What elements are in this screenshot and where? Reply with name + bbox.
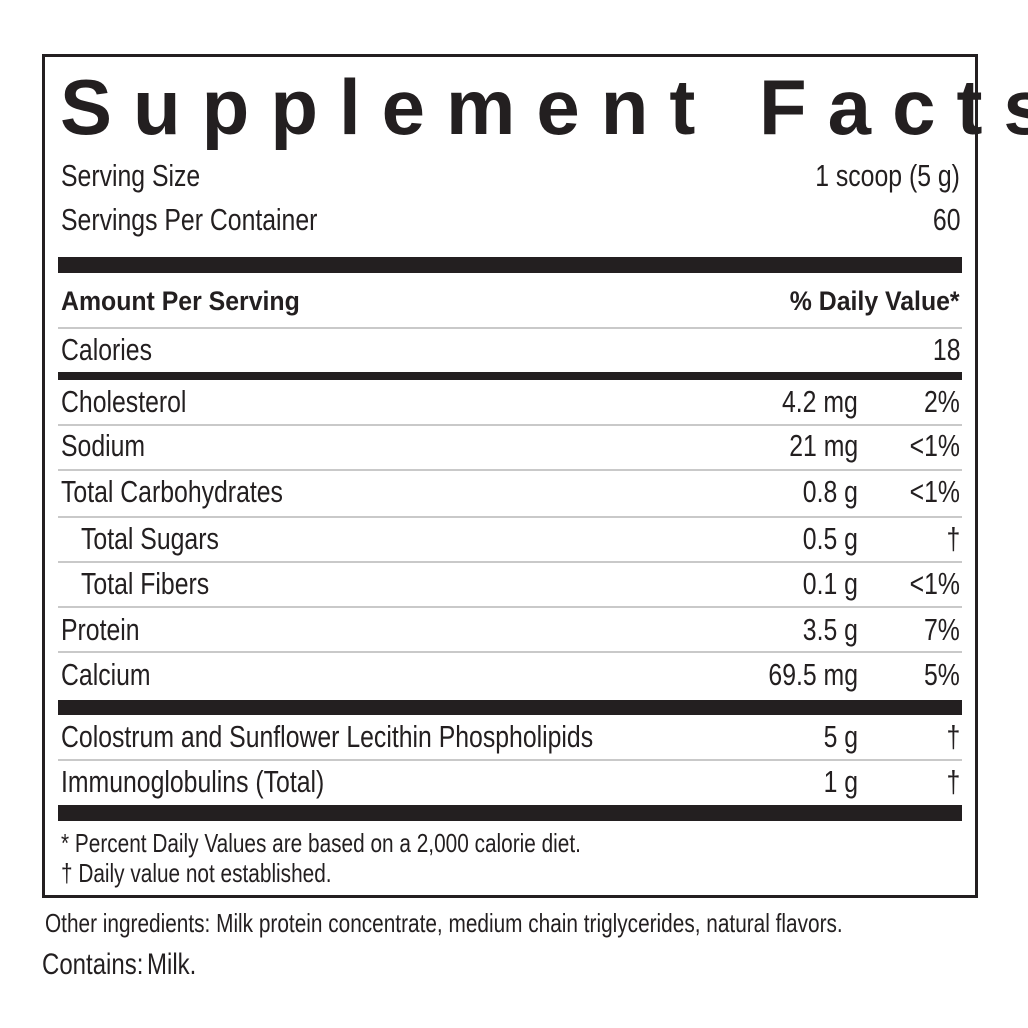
nutrient-amount: 0.1 g — [802, 566, 858, 601]
divider — [58, 561, 962, 563]
medium-divider — [58, 372, 962, 380]
supplement-facts-panel — [42, 54, 978, 898]
panel-title: Supplement Facts — [60, 63, 1028, 151]
other-nutrient-amount: 1 g — [823, 764, 858, 799]
serving-size-label: Serving Size — [61, 158, 201, 193]
nutrient-name: Sodium — [61, 428, 146, 463]
divider — [58, 327, 962, 329]
thick-divider — [58, 805, 962, 821]
nutrient-dv: <1% — [909, 474, 960, 509]
other-nutrient-dv: † — [946, 719, 960, 754]
nutrient-amount: 3.5 g — [802, 612, 858, 647]
nutrient-name: Total Sugars — [81, 521, 219, 556]
nutrient-dv: 5% — [924, 657, 960, 692]
contains-value: Milk. — [146, 948, 197, 981]
nutrient-dv: 7% — [924, 612, 960, 647]
nutrient-amount: 4.2 mg — [782, 384, 858, 419]
calories-value: 18 — [932, 332, 960, 367]
other-nutrient-dv: † — [946, 764, 960, 799]
divider — [58, 651, 962, 653]
divider — [58, 606, 962, 608]
nutrient-dv: 2% — [924, 384, 960, 419]
nutrient-name: Cholesterol — [61, 384, 187, 419]
nutrient-name: Total Fibers — [81, 566, 210, 601]
footnote-daily-value: * Percent Daily Values are based on a 2,… — [61, 828, 581, 858]
divider — [58, 424, 962, 426]
nutrient-dv: <1% — [909, 566, 960, 601]
nutrient-amount: 0.5 g — [802, 521, 858, 556]
contains-label: Contains: — [42, 948, 144, 981]
nutrient-amount: 21 mg — [789, 428, 858, 463]
serving-size-value: 1 scoop (5 g) — [815, 158, 960, 193]
nutrient-dv: † — [946, 521, 960, 556]
servings-per-container-value: 60 — [932, 202, 960, 237]
other-ingredients: Other ingredients: Milk protein concentr… — [45, 908, 843, 938]
daily-value-header: % Daily Value* — [790, 286, 960, 316]
divider — [58, 759, 962, 761]
other-nutrient-name: Immunoglobulins (Total) — [61, 764, 325, 799]
nutrient-name: Total Carbohydrates — [61, 474, 283, 509]
nutrient-name: Protein — [61, 612, 140, 647]
allergen-statement: Contains: Milk. — [42, 947, 208, 983]
divider — [58, 469, 962, 471]
servings-per-container-label: Servings Per Container — [61, 202, 318, 237]
thick-divider — [58, 700, 962, 715]
thick-divider — [58, 257, 962, 273]
divider — [58, 516, 962, 518]
nutrient-amount: 69.5 mg — [768, 657, 858, 692]
other-nutrient-name: Colostrum and Sunflower Lecithin Phospho… — [61, 719, 594, 754]
other-nutrient-amount: 5 g — [823, 719, 858, 754]
footnote-not-established: † Daily value not established. — [61, 858, 332, 888]
nutrient-name: Calcium — [61, 657, 151, 692]
amount-per-serving-header: Amount Per Serving — [61, 286, 300, 316]
nutrient-dv: <1% — [909, 428, 960, 463]
calories-label: Calories — [61, 332, 152, 367]
nutrient-amount: 0.8 g — [802, 474, 858, 509]
